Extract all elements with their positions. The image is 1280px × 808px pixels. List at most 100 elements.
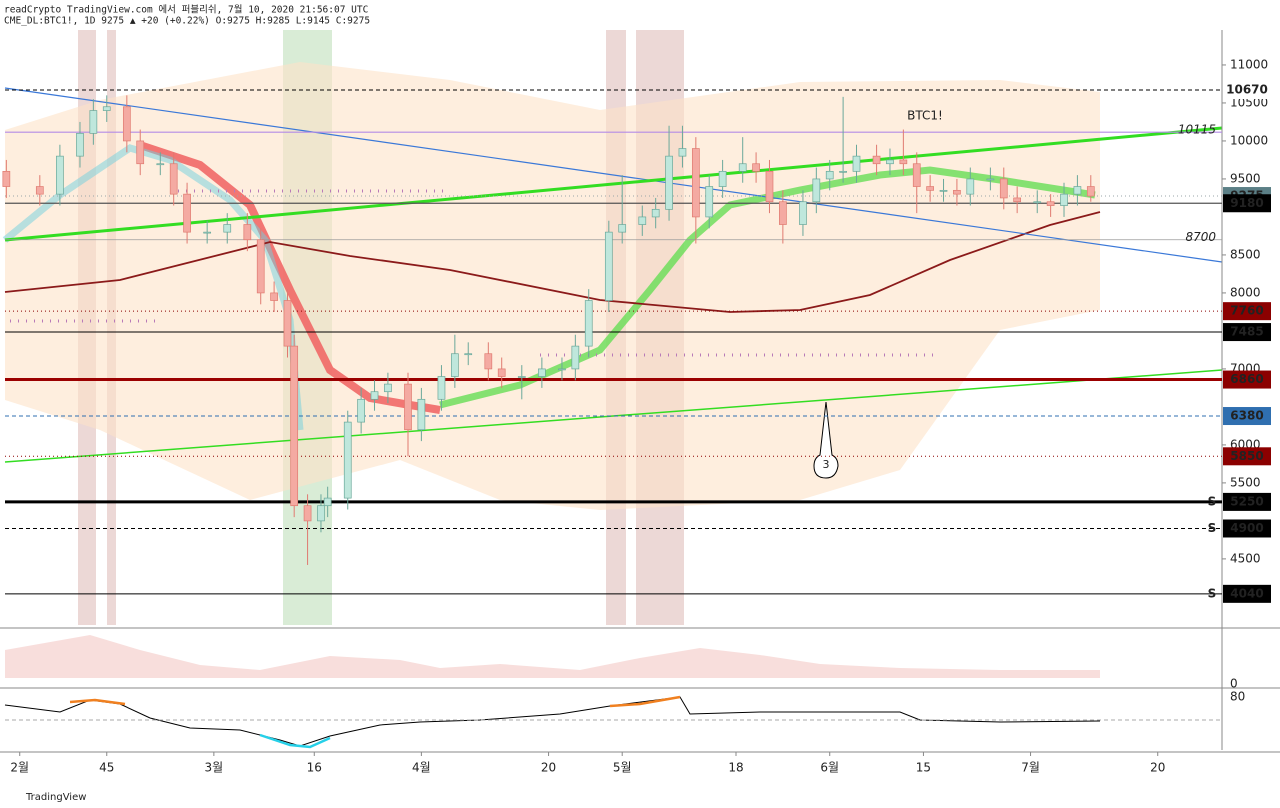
level-box: [1223, 323, 1271, 342]
candle-body: [558, 368, 566, 371]
candle-body: [283, 300, 292, 347]
level-marker: S: [1208, 494, 1217, 508]
candle-body: [1013, 197, 1022, 203]
candle-body: [203, 231, 212, 234]
candle-body: [538, 368, 546, 377]
candle-body: [571, 345, 580, 370]
candle-body: [1033, 201, 1042, 204]
candle-body: [825, 170, 834, 180]
candle-body: [604, 231, 613, 301]
level-label: 10670: [1226, 83, 1268, 97]
candle-body: [999, 178, 1008, 199]
ma-slow: [4, 211, 1101, 313]
level-label: 4040: [1230, 586, 1263, 600]
level-label: 5850: [1230, 449, 1263, 463]
x-tick-label: 20: [541, 761, 556, 775]
level-label: 7485: [1230, 325, 1263, 339]
candle-body: [35, 186, 44, 195]
y-tick-label: 5500: [1230, 475, 1261, 489]
trendline: [4, 369, 1223, 463]
candle-body: [799, 201, 807, 225]
level-label: 7760: [1230, 304, 1263, 318]
x-tick-label: 4월: [412, 761, 431, 775]
candle-body: [651, 208, 660, 218]
candle-body: [136, 140, 145, 165]
x-tick-label: 6월: [820, 761, 839, 775]
candle-body: [370, 391, 379, 400]
y-tick-label: 9500: [1230, 171, 1261, 185]
candle-body: [464, 353, 473, 356]
candle-body: [886, 159, 894, 165]
y-tick-label: 10000: [1230, 133, 1268, 147]
candle-body: [939, 189, 948, 192]
candle-body: [384, 383, 392, 393]
y-tick-label: 8500: [1230, 247, 1261, 261]
candle-body: [290, 345, 299, 507]
candle-body: [912, 163, 921, 187]
symbol-label: BTC1!: [907, 109, 943, 123]
candle-body: [691, 148, 700, 218]
candle-body: [779, 201, 787, 225]
candle-body: [256, 239, 265, 294]
candle-body: [665, 155, 673, 210]
oscillator-hot: [609, 695, 681, 708]
level-box: [1223, 519, 1271, 538]
candle-body: [638, 216, 647, 225]
candle-body: [899, 159, 908, 165]
level-box: [1223, 194, 1271, 213]
candle-body: [169, 163, 178, 195]
candle-body: [678, 148, 687, 157]
candle-body: [1086, 186, 1095, 197]
candle-body: [484, 353, 493, 370]
y-tick-label: 4500: [1230, 551, 1261, 565]
candle-body: [317, 505, 325, 522]
candle-body: [752, 163, 760, 172]
level-box: [1223, 370, 1271, 389]
level-marker: S: [1208, 521, 1217, 535]
candle-body: [76, 132, 84, 157]
candle-body: [839, 170, 847, 173]
level-label: 9180: [1230, 196, 1263, 210]
candle-body: [1060, 193, 1068, 206]
candle-body: [270, 292, 278, 301]
candle-body: [89, 110, 98, 134]
candle-body: [102, 106, 111, 111]
x-tick-label: 2월: [10, 761, 29, 775]
candle-body: [2, 170, 11, 187]
oscillator-hot: [69, 698, 126, 706]
level-label: 8700: [1185, 230, 1216, 244]
x-tick-label: 45: [99, 761, 114, 775]
logo: TradingView: [25, 792, 86, 803]
candle-body: [122, 106, 131, 142]
y-tick-label: 11000: [1230, 57, 1268, 71]
candle-body: [1046, 201, 1055, 206]
candle-body: [343, 421, 352, 499]
candle-body: [450, 353, 459, 377]
candle-body: [303, 505, 312, 522]
pane-tick-label: 0: [1230, 677, 1238, 691]
oscillator-cold: [259, 733, 331, 749]
candle-body: [404, 383, 412, 431]
level-label: 6380: [1230, 409, 1263, 423]
candle-body: [953, 189, 961, 195]
level-label: 4900: [1230, 521, 1263, 535]
cloud: [5, 62, 1100, 510]
decorations: [0, 30, 1280, 753]
candle-body: [926, 186, 934, 191]
level-box: [1223, 584, 1271, 603]
callout: [813, 401, 839, 479]
candle-body: [243, 224, 252, 241]
candle-body: [497, 368, 506, 377]
candle-body: [357, 398, 365, 423]
level-box: [1223, 407, 1271, 426]
candle-body: [584, 300, 593, 347]
candle-body: [718, 170, 727, 187]
level-box: [1223, 81, 1271, 100]
x-tick-label: 3월: [205, 761, 224, 775]
x-tick-label: 15: [916, 761, 931, 775]
candle-body: [517, 376, 526, 378]
candle-body: [852, 155, 861, 172]
candle-body: [966, 178, 975, 195]
pane-tick-label: 80: [1230, 690, 1245, 704]
